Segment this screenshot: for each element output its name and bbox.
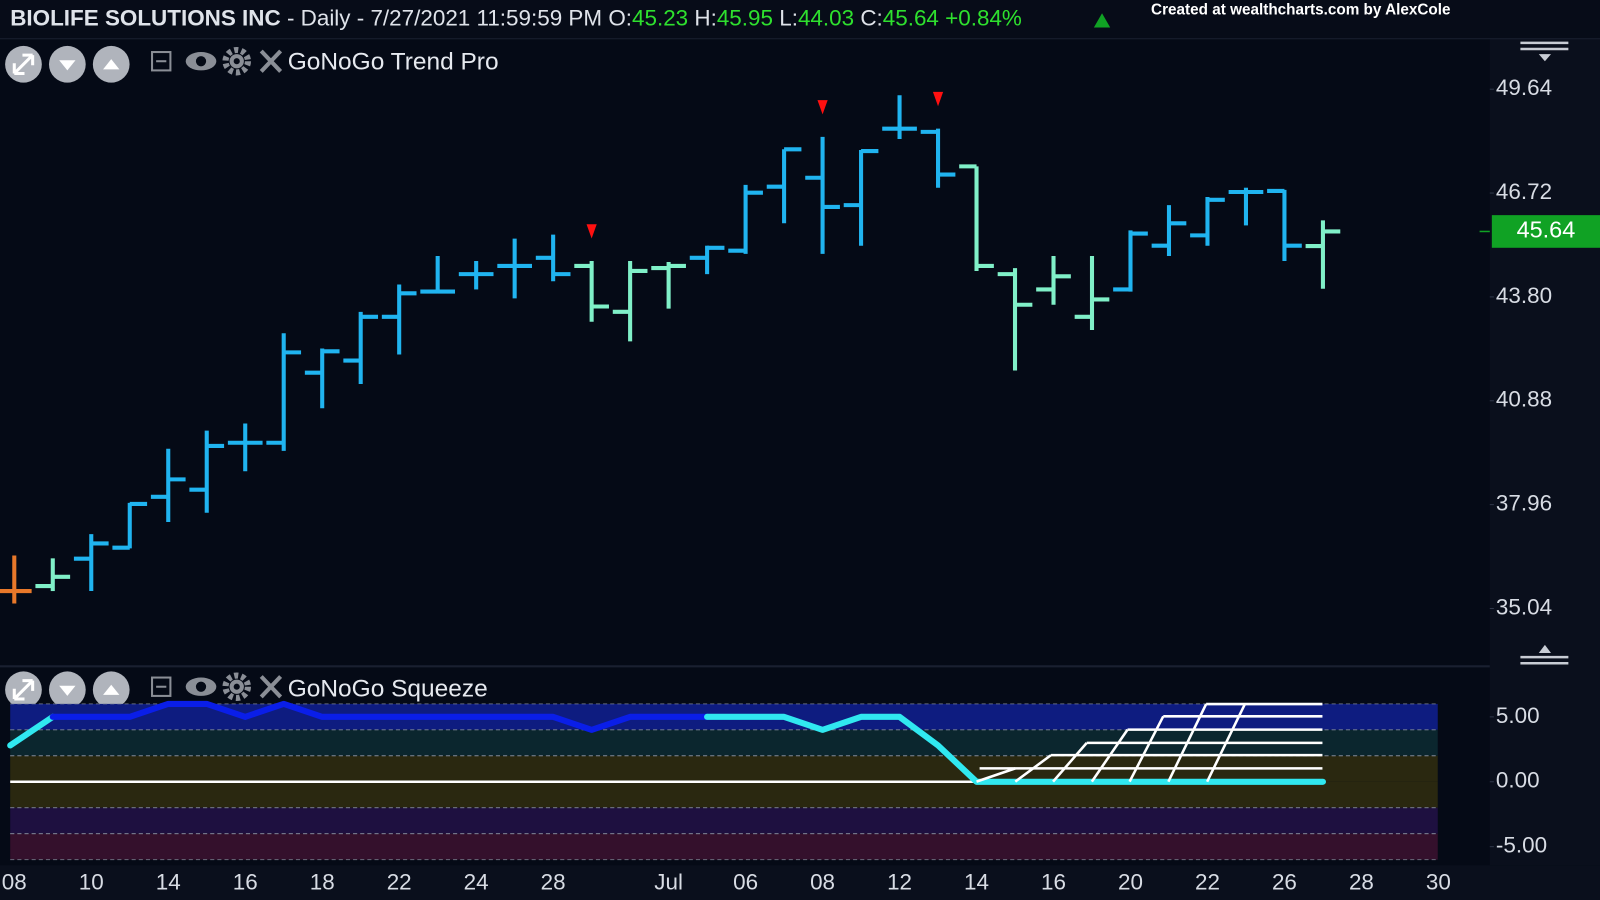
x-tick-label: 06 <box>733 870 758 895</box>
up-arrow <box>1093 13 1111 28</box>
squeeze-line <box>49 700 711 733</box>
y-tick-label: 40.88 <box>1496 387 1552 412</box>
x-tick-label: 12 <box>887 870 912 895</box>
y-tick-label: 37.96 <box>1496 491 1552 516</box>
resize-icon[interactable] <box>1520 644 1569 665</box>
y-tick-label: 46.72 <box>1496 179 1552 204</box>
collapse-button[interactable] <box>151 51 172 72</box>
y-tick-label: 35.04 <box>1496 594 1552 619</box>
toolbar <box>5 45 283 83</box>
c-value: 45.64 <box>883 5 939 30</box>
x-tick-label: Jul <box>654 870 683 895</box>
close-button[interactable] <box>259 675 283 699</box>
last-price-label: 45.64 <box>1517 217 1576 243</box>
x-tick-label: 14 <box>156 870 181 895</box>
toolbar <box>5 671 283 709</box>
y-tick-label: 5.00 <box>1496 703 1540 728</box>
nogo-signal <box>932 91 944 107</box>
squeeze-line <box>7 713 56 749</box>
x-tick-label: 22 <box>387 870 412 895</box>
x-tick-label: 16 <box>1041 870 1066 895</box>
panel-title: GoNoGo Trend Pro <box>288 49 499 76</box>
x-tick-label: 24 <box>464 870 489 895</box>
zone <box>10 833 1438 860</box>
x-tick-label: 20 <box>1118 870 1143 895</box>
x-tick-label: 08 <box>2 870 27 895</box>
zones <box>10 703 1438 861</box>
x-tick-label: 16 <box>233 870 258 895</box>
x-tick-label: 08 <box>810 870 835 895</box>
menu-icon[interactable] <box>1520 41 1569 62</box>
symbol: BIOLIFE SOLUTIONS INC <box>10 5 281 30</box>
settings-button[interactable] <box>222 672 252 702</box>
o-label: O: <box>608 5 632 30</box>
x-axis-area <box>0 865 1600 900</box>
change: +0.84% <box>945 5 1022 30</box>
x-tick-label: 10 <box>79 870 104 895</box>
header: BIOLIFE SOLUTIONS INC - Daily - 7/27/202… <box>10 5 1022 30</box>
panel-title: GoNoGo Squeeze <box>288 675 488 702</box>
x-tick-label: 26 <box>1272 870 1297 895</box>
y-axis-area <box>1489 38 1600 866</box>
nogo-signal <box>817 100 828 115</box>
o-value: 45.23 <box>632 5 688 30</box>
y-tick-label: -5.00 <box>1496 833 1547 858</box>
y-tick-label: 43.80 <box>1496 283 1552 308</box>
squeeze-line <box>704 713 1326 785</box>
credit: Created at wealthcharts.com by AlexCole <box>1151 1 1451 18</box>
zone <box>10 807 1438 834</box>
x-tick-label: 22 <box>1195 870 1220 895</box>
squeeze-grid <box>976 702 1323 783</box>
c-label: C: <box>860 5 882 30</box>
x-tick-label: 18 <box>310 870 335 895</box>
x-tick-label: 28 <box>1349 870 1374 895</box>
x-tick-label: 14 <box>964 870 989 895</box>
settings-button[interactable] <box>222 46 252 76</box>
last-price-box <box>1491 215 1600 248</box>
x-tick-label: 30 <box>1426 870 1451 895</box>
y-tick-label: 49.64 <box>1496 75 1552 100</box>
y-tick-label: 0.00 <box>1496 768 1540 793</box>
l-value: 44.03 <box>798 5 854 30</box>
zone <box>10 781 1438 808</box>
info: - Daily - 7/27/2021 11:59:59 PM <box>287 5 602 30</box>
header-bar <box>0 0 1600 39</box>
close-button[interactable] <box>259 49 283 73</box>
h-value: 45.95 <box>717 5 773 30</box>
h-label: H: <box>694 5 716 30</box>
x-tick-label: 28 <box>541 870 566 895</box>
collapse-button[interactable] <box>151 676 172 697</box>
nogo-signal <box>586 224 597 239</box>
l-label: L: <box>779 5 798 30</box>
